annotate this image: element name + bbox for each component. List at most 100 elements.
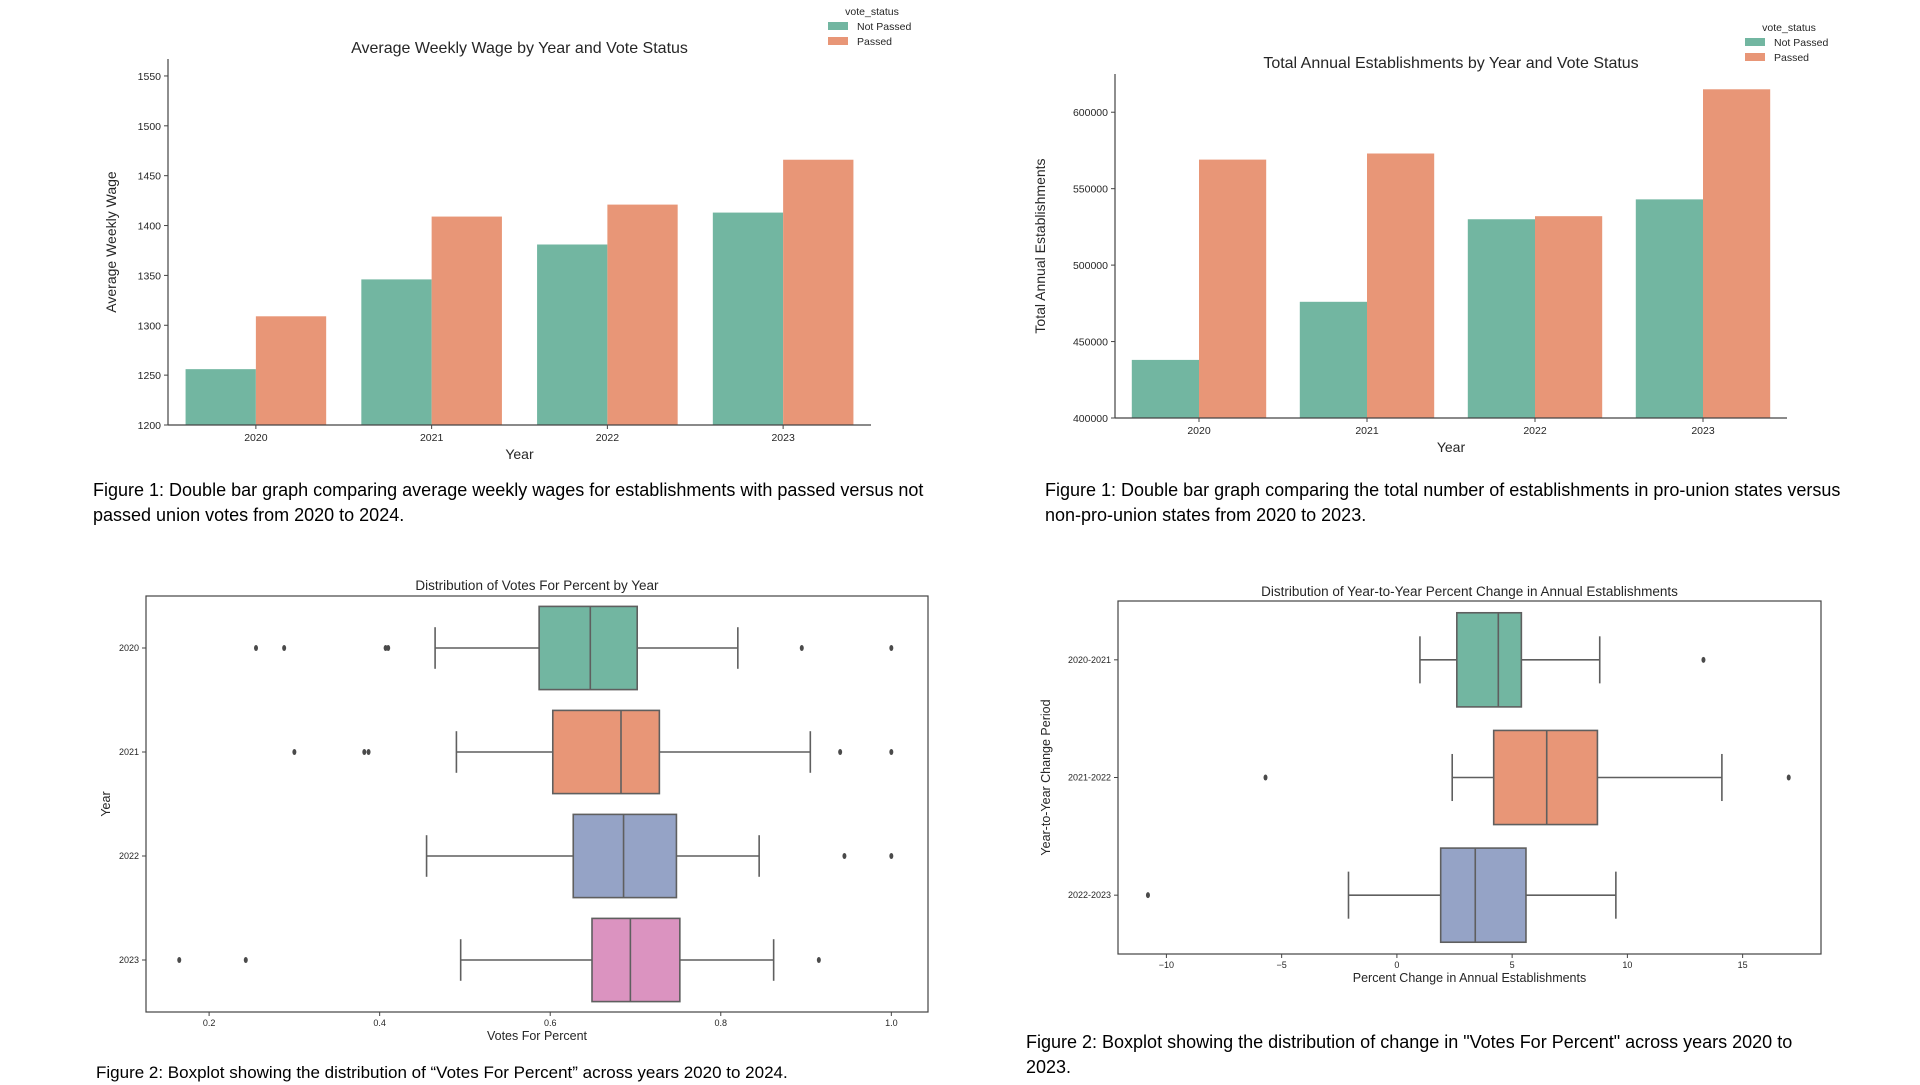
box-2022	[425, 813, 894, 899]
x-tick-label: 5	[1510, 960, 1515, 970]
box-iqr	[538, 605, 639, 691]
x-tick-label: 2020	[244, 432, 268, 444]
caption-votes-boxplot: Figure 2: Boxplot showing the distributi…	[96, 1063, 788, 1082]
outlier-point	[838, 749, 843, 755]
y-tick-label: 1500	[138, 121, 162, 133]
bar-not-passed-2022	[1467, 219, 1535, 418]
x-tick-label: 2022	[1523, 425, 1547, 437]
outlier-point	[842, 853, 847, 859]
chart-title: Distribution of Year-to-Year Percent Cha…	[1261, 584, 1678, 599]
legend-swatch-0	[828, 22, 848, 30]
caption-wage-chart: Figure 1: Double bar graph comparing ave…	[93, 480, 924, 525]
y-tick-label: 1300	[138, 320, 162, 332]
legend-title: vote_status	[845, 6, 899, 18]
caption-change-boxplot: Figure 2: Boxplot showing the distributi…	[1026, 1032, 1793, 1077]
y-tick-label: 550000	[1073, 184, 1108, 196]
x-tick-label: 2022	[596, 432, 620, 444]
y-tick-label: 1550	[138, 71, 162, 83]
legend-label: Not Passed	[1774, 37, 1828, 49]
y-tick-label: 2020	[119, 643, 139, 653]
bar-passed-2022	[607, 204, 678, 425]
box-2023	[177, 917, 821, 1003]
outlier-point	[254, 645, 259, 651]
y-tick-label: 2022-2023	[1068, 890, 1111, 900]
x-tick-label: 0	[1394, 960, 1399, 970]
outlier-point	[1145, 892, 1150, 899]
outlier-point	[1701, 656, 1706, 663]
box-iqr	[572, 813, 678, 899]
caption-establishments-chart: Figure 1: Double bar graph comparing the…	[1045, 480, 1841, 525]
box-iqr	[1456, 611, 1523, 708]
y-tick-label: 2021-2022	[1068, 773, 1111, 783]
y-axis-label: Total Annual Establishments	[1032, 158, 1048, 333]
box-iqr	[1492, 729, 1599, 826]
bar-not-passed-2020	[1131, 359, 1199, 418]
box-iqr	[551, 709, 661, 795]
outlier-point	[292, 749, 297, 755]
bar-not-passed-2021	[361, 279, 432, 425]
box-iqr	[591, 917, 681, 1003]
legend-label: Passed	[857, 36, 892, 48]
outlier-point	[243, 957, 248, 963]
box-2021	[292, 709, 894, 795]
y-tick-label: 400000	[1073, 413, 1108, 425]
boxplot-chart-2: 2020 2021 2022 2023 0.2 0.4 0.6 0.8 1.0 Distribut…	[99, 578, 929, 1043]
box-2020	[254, 605, 894, 691]
box-2020-2021	[1419, 611, 1706, 708]
box-2022-2023	[1145, 847, 1617, 944]
bar-chart-1: 400000 450000 500000 550000 600000 2020 2021 20…	[1032, 22, 1828, 455]
x-axis-label: Year	[1437, 439, 1466, 455]
legend-swatch-1	[1745, 53, 1765, 61]
outlier-point	[362, 749, 367, 755]
bar-not-passed-2022	[537, 244, 608, 425]
legend-label: Not Passed	[857, 21, 911, 33]
legend: vote_status Not Passed Passed	[828, 6, 911, 48]
outlier-point	[366, 749, 371, 755]
outlier-point	[386, 645, 391, 651]
y-tick-label: 1450	[138, 171, 162, 183]
bar-passed-2020	[255, 316, 327, 425]
y-tick-label: 1250	[138, 370, 162, 382]
x-tick-label: 2023	[771, 432, 795, 444]
x-tick-label: 0.2	[203, 1018, 216, 1028]
x-tick-label: 2021	[420, 432, 444, 444]
outlier-point	[889, 749, 894, 755]
y-tick-label: 1400	[138, 221, 162, 233]
y-tick-label: 2023	[119, 955, 139, 965]
outlier-point	[1786, 774, 1791, 781]
boxplot-chart-3: 2020-2021 2021-2022 2022-2023 −10 −5 0 5 10 15 Di…	[1039, 584, 1822, 985]
outlier-point	[799, 645, 804, 651]
bar-passed-2021	[431, 216, 502, 425]
x-tick-label: 0.6	[544, 1018, 557, 1028]
y-tick-label: 2021	[119, 747, 139, 757]
y-tick-label: 2020-2021	[1068, 655, 1111, 665]
x-tick-label: 2021	[1355, 425, 1379, 437]
bar-passed-2023	[783, 159, 854, 425]
box-iqr	[1439, 847, 1527, 944]
bar-not-passed-2023	[1635, 199, 1703, 418]
x-tick-label: 0.8	[715, 1018, 728, 1028]
y-tick-label: 500000	[1073, 260, 1108, 272]
x-tick-label: −5	[1277, 960, 1287, 970]
legend-label: Passed	[1774, 52, 1809, 64]
outlier-point	[889, 645, 894, 651]
bar-not-passed-2021	[1299, 301, 1367, 418]
plot-frame	[1117, 600, 1822, 955]
bar-passed-2023	[1703, 89, 1771, 419]
legend: vote_status Not Passed Passed	[1745, 22, 1828, 64]
x-axis-label: Percent Change in Annual Establishments	[1353, 971, 1586, 985]
bar-not-passed-2020	[185, 369, 256, 425]
outlier-point	[816, 957, 821, 963]
bar-passed-2020	[1199, 159, 1267, 418]
chart-title: Total Annual Establishments by Year and …	[1263, 55, 1638, 72]
bar-not-passed-2023	[712, 212, 784, 425]
outlier-point	[177, 957, 182, 963]
box-2021-2022	[1263, 729, 1791, 826]
x-tick-label: 0.4	[373, 1018, 386, 1028]
chart-title: Average Weekly Wage by Year and Vote Sta…	[351, 40, 688, 57]
bar-chart-0: 1200 1250 1300 1350 1400 1450 1500 1550 2020 2021…	[103, 6, 911, 462]
bar-passed-2021	[1367, 153, 1435, 418]
y-axis-label: Average Weekly Wage	[103, 171, 119, 313]
x-axis-label: Year	[505, 446, 534, 462]
